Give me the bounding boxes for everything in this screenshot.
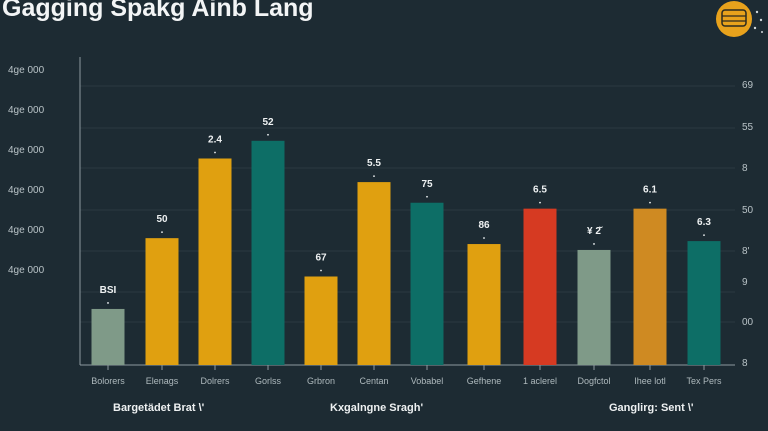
data-label: 5.5 xyxy=(367,158,381,169)
x-tick-label: Ihee lotl xyxy=(634,376,666,386)
x-tick-label: Gorlss xyxy=(255,376,282,386)
x-tick-label: Bolorers xyxy=(91,376,125,386)
group-label-2: Kxgalngne Sragh' xyxy=(330,402,424,414)
left-tick-label: 4ge 000 xyxy=(8,105,45,116)
right-tick-label: 8 xyxy=(742,163,748,174)
bar xyxy=(633,208,667,365)
data-label-marker xyxy=(483,237,485,239)
data-label: ¥ 2̆ xyxy=(587,225,603,237)
data-label: 50 xyxy=(156,214,168,225)
data-label-marker xyxy=(107,302,109,304)
bar xyxy=(467,244,501,365)
treasure-chest-badge-icon xyxy=(716,1,763,37)
data-label-marker xyxy=(267,133,269,136)
x-tick-label: Centan xyxy=(359,376,388,386)
bar xyxy=(145,238,179,365)
x-tick-label: Vobabel xyxy=(411,376,444,386)
left-tick-label: 4ge 000 xyxy=(8,265,45,276)
bar xyxy=(410,202,444,365)
x-tick-label: Grbron xyxy=(307,376,335,386)
data-label: BSI xyxy=(100,285,117,296)
left-tick-label: 4ge 000 xyxy=(8,225,45,236)
right-tick-label: 8' xyxy=(742,246,750,257)
x-tick-label: 1 aclerel xyxy=(523,376,557,386)
data-label: 52 xyxy=(262,117,274,128)
bar xyxy=(577,249,611,365)
left-tick-label: 4ge 000 xyxy=(8,185,45,196)
left-tick-label: 4ge 000 xyxy=(8,65,45,76)
data-label: 67 xyxy=(315,253,327,264)
data-label: 6.3 xyxy=(697,217,711,228)
bar xyxy=(304,276,338,365)
right-tick-label: 50 xyxy=(742,205,754,216)
bar xyxy=(251,140,285,365)
chart-title: Gagging Spakg Ainb Lang xyxy=(2,0,314,22)
data-label: 6.5 xyxy=(533,185,547,196)
data-label-marker xyxy=(539,201,541,204)
data-label: 86 xyxy=(478,220,490,231)
x-tick-label: Dolrers xyxy=(200,376,230,386)
group-label-1: Bargetädet Brat \' xyxy=(113,402,205,414)
data-label: 6.1 xyxy=(643,185,657,196)
data-label-marker xyxy=(703,234,705,237)
data-label-marker xyxy=(426,195,428,198)
data-label: 75 xyxy=(421,179,433,190)
bar xyxy=(523,208,557,365)
data-label-marker xyxy=(161,231,163,234)
x-tick-label: Gefhene xyxy=(467,376,502,386)
right-tick-label: 9 xyxy=(742,277,748,288)
x-tick-label: Tex Pers xyxy=(686,376,722,386)
bar xyxy=(357,182,391,365)
right-tick-label: 8 xyxy=(742,358,748,369)
data-label-marker xyxy=(214,151,216,154)
left-tick-label: 4ge 000 xyxy=(8,145,45,156)
x-tick-label: Elenags xyxy=(146,376,179,386)
bar xyxy=(91,308,125,365)
data-label-marker xyxy=(320,269,322,272)
bar xyxy=(687,241,721,365)
right-tick-label: 00 xyxy=(742,317,754,328)
data-label-marker xyxy=(593,243,595,245)
data-label-marker xyxy=(649,201,651,204)
data-label-marker xyxy=(373,175,375,178)
data-label: 2.4 xyxy=(208,135,222,146)
right-tick-label: 69 xyxy=(742,80,754,91)
right-tick-label: 55 xyxy=(742,122,754,133)
x-tick-label: Dogfctol xyxy=(577,376,610,386)
group-label-3: Ganglirg: Sent \' xyxy=(609,402,694,414)
bar xyxy=(198,158,232,365)
